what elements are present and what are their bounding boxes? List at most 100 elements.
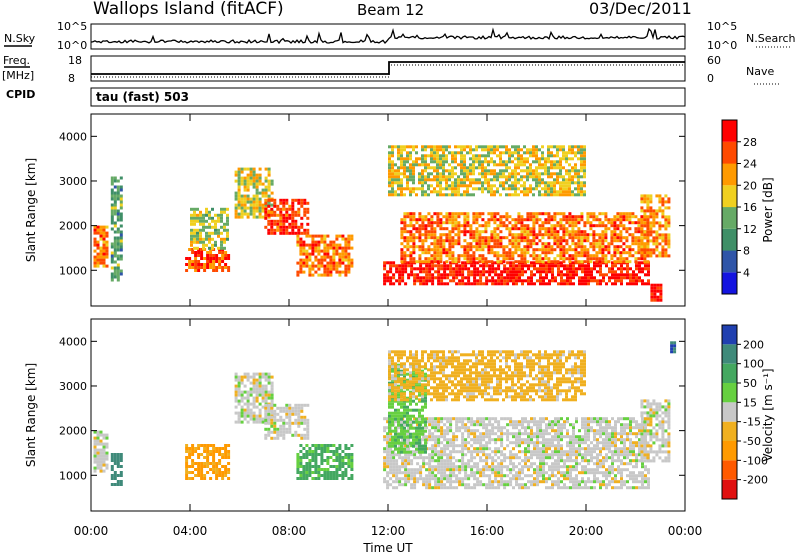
power-cell (497, 282, 501, 286)
power-cell (320, 261, 324, 265)
power-cell (217, 231, 220, 235)
velocity-cell (476, 477, 480, 481)
velocity-cell (467, 477, 471, 481)
power-cell (535, 221, 539, 225)
power-cell (455, 273, 459, 277)
power-cell (234, 170, 238, 174)
power-cell (499, 181, 502, 185)
power-cell (267, 198, 271, 202)
velocity-cell (521, 477, 524, 481)
velocity-cell (440, 471, 444, 475)
power-cell (523, 257, 527, 261)
power-cell (493, 193, 496, 197)
power-cell (421, 215, 425, 219)
velocity-cell (461, 447, 465, 451)
power-cell (202, 237, 205, 241)
power-cell (496, 145, 499, 149)
power-cell (604, 248, 608, 252)
power-cell (538, 212, 542, 216)
power-cell (193, 240, 196, 244)
power-cell (565, 233, 569, 237)
power-cell (634, 257, 638, 261)
power-cell (655, 242, 659, 246)
power-cell (110, 278, 114, 282)
power-cell (317, 261, 321, 265)
velocity-cell (452, 456, 456, 460)
velocity-cell (407, 474, 411, 478)
power-cell (521, 273, 524, 277)
power-cell (442, 251, 446, 255)
power-cell (433, 251, 437, 255)
power-cell (470, 264, 474, 268)
power-cell (258, 203, 262, 207)
velocity-cell (485, 459, 489, 463)
power-cell (454, 151, 457, 155)
power-cell (530, 273, 533, 277)
power-cell (523, 157, 526, 161)
power-cell (508, 193, 511, 197)
power-cell (538, 160, 541, 164)
velocity-cell (258, 411, 262, 415)
velocity-cell (113, 471, 117, 474)
velocity-cell (437, 453, 441, 457)
velocity-cell (113, 462, 117, 465)
power-cell (493, 230, 497, 234)
power-cell (406, 248, 410, 252)
velocity-cell (524, 447, 527, 451)
power-cell (223, 207, 226, 211)
power-colorbar-swatch (722, 228, 737, 251)
velocity-cell (395, 480, 399, 484)
power-cell (113, 224, 117, 228)
velocity-cell (341, 450, 345, 453)
power-cell (556, 166, 559, 170)
velocity-cell (440, 477, 444, 481)
power-cell (529, 218, 533, 222)
power-cell (481, 239, 485, 243)
velocity-cell (536, 453, 539, 457)
velocity-cell (306, 430, 310, 434)
power-cell (299, 240, 303, 244)
power-cell (451, 175, 454, 179)
velocity-cell (434, 474, 438, 478)
power-cell (311, 267, 315, 271)
power-cell (466, 230, 470, 234)
power-cell (661, 203, 665, 207)
power-cell (427, 212, 431, 216)
power-cell (547, 260, 551, 264)
power-cell (544, 184, 547, 188)
power-cell (415, 236, 419, 240)
power-cell (110, 188, 114, 192)
power-cell (515, 282, 518, 286)
velocity-cell (509, 453, 513, 457)
velocity-cell (294, 433, 298, 437)
power-cell (299, 264, 303, 268)
velocity-cell (434, 453, 438, 457)
power-cell (583, 260, 587, 264)
power-cell (481, 160, 484, 164)
velocity-cell (314, 477, 318, 480)
power-cell (505, 160, 508, 164)
power-cell (494, 261, 498, 265)
power-cell (448, 236, 452, 240)
velocity-cell (476, 429, 480, 433)
power-cell (635, 276, 638, 280)
velocity-cell (410, 468, 414, 472)
power-cell (571, 230, 575, 234)
velocity-cell (194, 468, 198, 471)
velocity-cell (497, 435, 501, 439)
power-cell (544, 172, 547, 176)
power-cell (463, 212, 467, 216)
velocity-cell (473, 465, 477, 469)
power-cell (291, 213, 295, 217)
velocity-cell (536, 480, 539, 484)
power-cell (526, 175, 529, 179)
velocity-cell (440, 462, 444, 466)
velocity-cell (308, 447, 312, 450)
power-cell (652, 209, 656, 213)
power-colorbar-swatch (722, 250, 737, 273)
velocity-cell (425, 486, 429, 490)
power-cell (205, 237, 208, 241)
velocity-cell (530, 441, 533, 445)
power-cell (559, 184, 562, 188)
power-cell (99, 249, 103, 253)
